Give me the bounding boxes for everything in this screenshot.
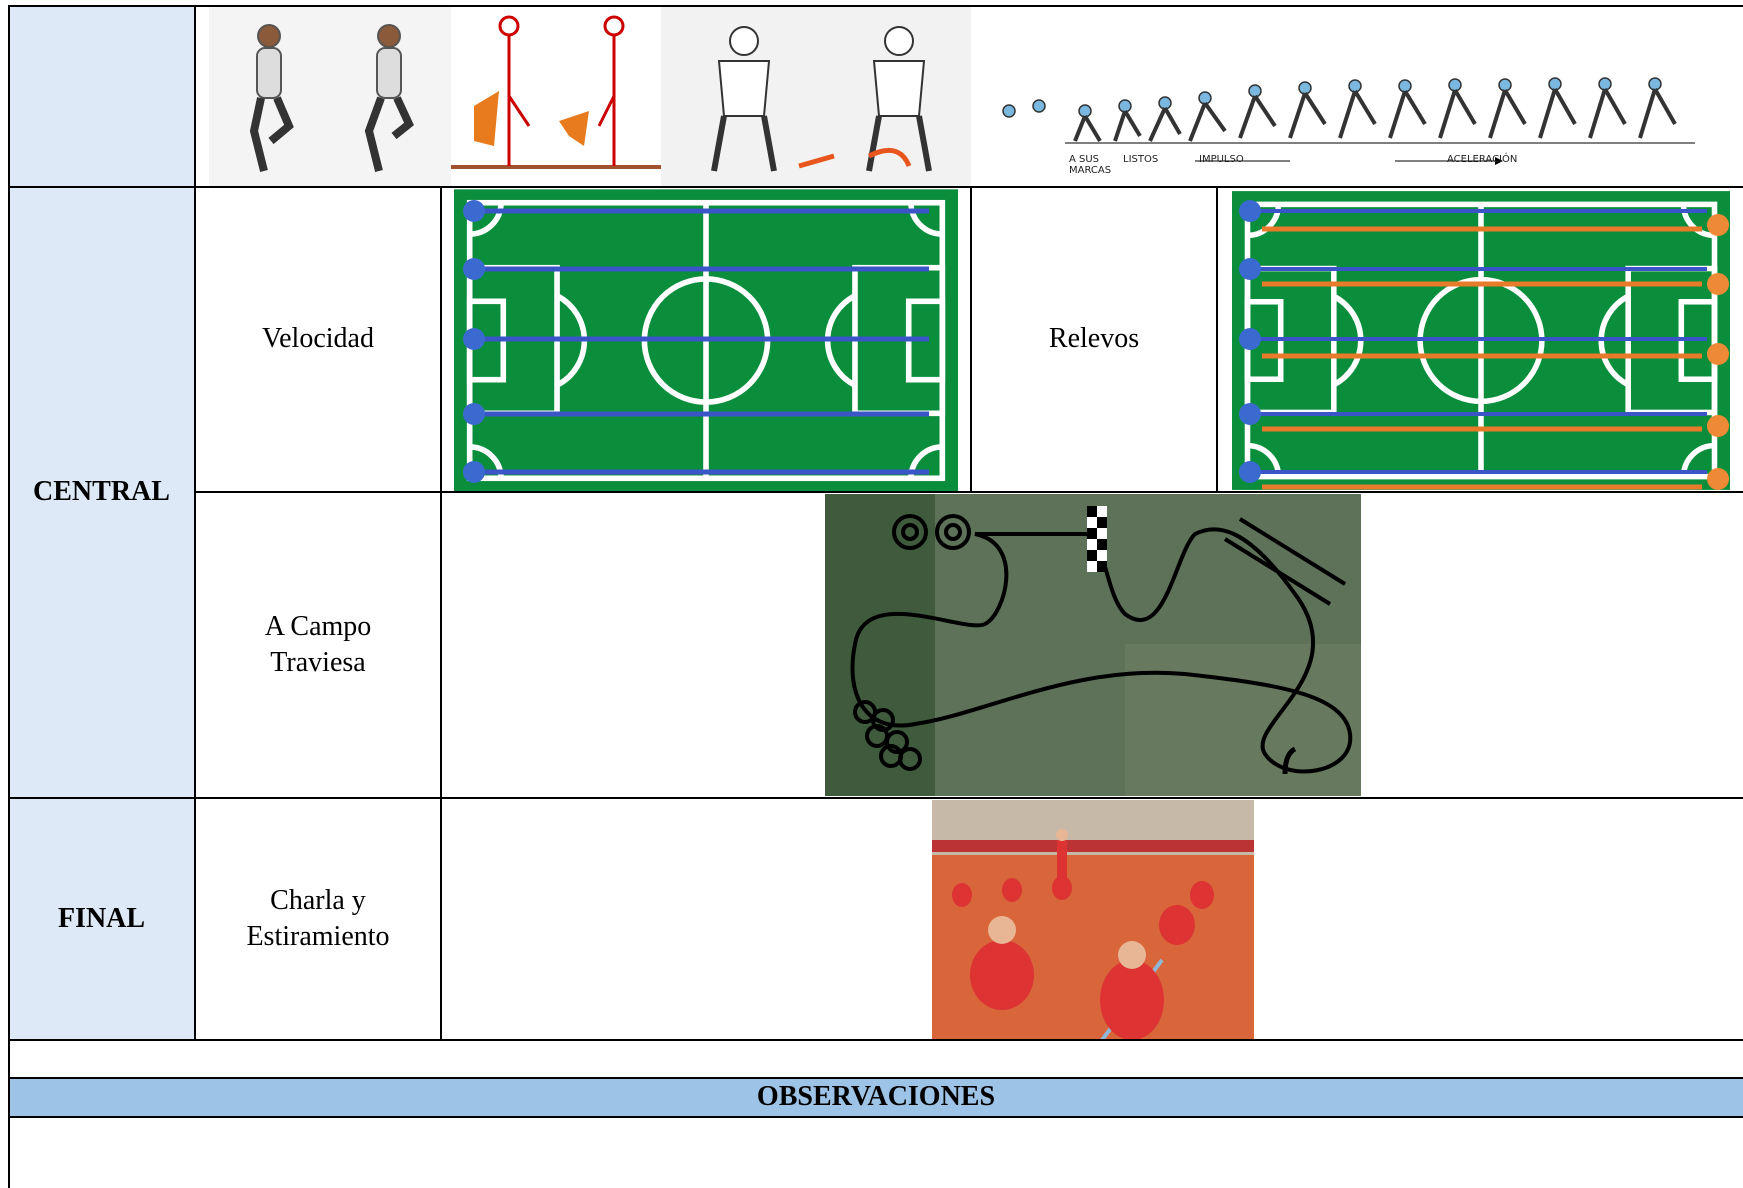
- sprint-sequence: [1065, 77, 1695, 165]
- rule: [9, 1116, 1743, 1118]
- phase-label: CENTRAL: [9, 187, 194, 798]
- rule: [9, 186, 1743, 188]
- phase-text: CENTRAL: [33, 476, 170, 508]
- warmup-images: [209, 6, 1046, 187]
- observations-bar: [9, 1078, 1743, 1117]
- rule: [194, 5, 196, 1041]
- sprint-label: A SUS MARCAS: [1069, 154, 1112, 176]
- rule: [9, 1039, 1743, 1041]
- rule: [8, 5, 10, 1188]
- rule: [9, 1077, 1743, 1079]
- activity-text: A Campo Traviesa: [264, 610, 372, 678]
- activity: Relevos: [972, 187, 1216, 492]
- speed-field: [454, 189, 958, 492]
- activity-text: Velocidad: [262, 323, 374, 355]
- observations-title: OBSERVACIONES: [9, 1078, 1743, 1117]
- cross-country-map: [825, 494, 1361, 796]
- rule: [970, 186, 972, 492]
- rule: [9, 797, 1743, 799]
- activity-text: Charla y Estiramiento: [246, 884, 390, 952]
- phase-label: FINAL: [9, 798, 194, 1040]
- activity: Velocidad: [196, 187, 440, 492]
- sprint-label: IMPULSO: [1199, 154, 1244, 165]
- activity: Charla y Estiramiento: [196, 798, 440, 1040]
- stretching-photo: [932, 800, 1254, 1040]
- rule: [1216, 186, 1218, 492]
- phase-column: [9, 6, 194, 1040]
- activity-text: Relevos: [1048, 323, 1140, 355]
- sprint-label: ACELERACIÓN: [1447, 154, 1518, 165]
- activity: A Campo Traviesa: [196, 492, 440, 798]
- observations-text: OBSERVACIONES: [756, 1081, 996, 1113]
- relay-field: [1232, 189, 1730, 492]
- rule: [9, 5, 1743, 7]
- phase-text: FINAL: [57, 902, 146, 934]
- rule: [194, 491, 1743, 493]
- rule: [440, 186, 442, 1041]
- sprint-label: LISTOS: [1123, 154, 1159, 165]
